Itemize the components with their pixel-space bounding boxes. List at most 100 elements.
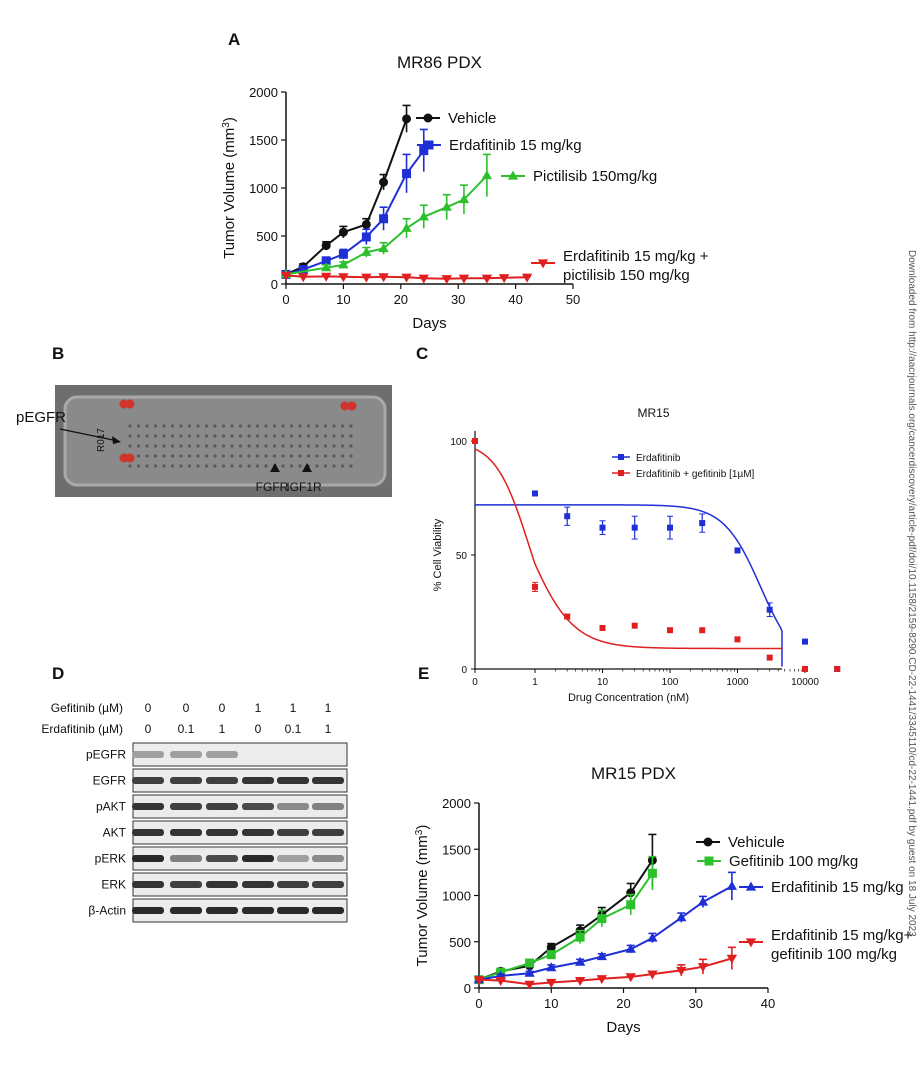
data-point (802, 666, 808, 672)
data-point (599, 524, 606, 531)
blot-band (132, 855, 164, 862)
array-spot (145, 434, 149, 438)
array-spot (145, 444, 149, 448)
band-label: β-Actin (88, 904, 126, 918)
reference-spot (340, 401, 350, 411)
chart-e-tumor-volume-mr15: MR15 PDX 0 500 1000 1500 2000 0 10 20 30 40 Days Tum… (414, 764, 913, 1036)
blot-band (132, 751, 164, 758)
band-label: pAKT (96, 800, 127, 814)
array-spot (255, 434, 260, 438)
blot-band (132, 907, 164, 914)
data-point (524, 967, 535, 977)
series-line (478, 859, 654, 981)
array-spot (221, 464, 226, 468)
array-spot (213, 444, 217, 448)
band-label: pERK (95, 852, 126, 866)
data-point (676, 912, 687, 922)
legend-label-line2: gefitinib 100 mg/kg (771, 946, 897, 963)
data-point (532, 490, 538, 497)
data-point (697, 896, 709, 906)
data-point (697, 963, 709, 973)
data-point (546, 950, 556, 960)
array-spot (289, 424, 294, 428)
array-spot (153, 454, 158, 458)
data-point (280, 271, 292, 281)
array-spot (196, 444, 200, 448)
array-spot (204, 444, 209, 448)
array-spot (323, 424, 328, 428)
array-spot (349, 464, 353, 468)
array-spot (162, 444, 166, 448)
array-spot (238, 444, 243, 448)
blot-band (170, 907, 202, 914)
array-spot (145, 464, 149, 468)
data-point (473, 976, 485, 986)
blot-band (170, 881, 202, 888)
blot-band (277, 829, 309, 836)
array-spot (187, 454, 192, 458)
array-spot (179, 434, 183, 438)
legend-label: Gefitinib 100 mg/kg (729, 853, 858, 870)
legend-label: Erdafitinib 15 mg/kg + (563, 248, 709, 265)
array-spot (204, 424, 209, 428)
data-point (338, 273, 349, 283)
x-tick-label: 20 (616, 996, 630, 1011)
array-spot (349, 424, 353, 428)
data-point (525, 958, 535, 968)
array-spot (221, 454, 226, 458)
treatment-value: 0 (183, 701, 190, 715)
y-tick-label: 0 (461, 665, 467, 676)
array-spot (196, 464, 200, 468)
series-line (478, 872, 654, 981)
chart-title: MR86 PDX (397, 53, 482, 72)
array-spot (332, 434, 336, 438)
data-point (361, 219, 371, 229)
array-spot (230, 434, 234, 438)
data-point (532, 583, 538, 590)
array-spot (272, 454, 277, 458)
data-point (597, 914, 607, 924)
reference-spot (347, 401, 357, 411)
y-axis-label: Tumor Volume (mm3) (414, 825, 432, 967)
array-spot (221, 434, 226, 438)
x-tick-label: 40 (761, 996, 775, 1011)
array-spot (153, 424, 158, 428)
blot-band (206, 751, 238, 758)
array-spot (306, 454, 311, 458)
blot-band (242, 881, 274, 888)
data-point (338, 227, 348, 237)
data-point (726, 954, 738, 964)
array-spot (187, 444, 192, 448)
array-spot (238, 424, 243, 428)
data-point (699, 627, 706, 634)
data-point (458, 194, 470, 204)
data-point (378, 273, 389, 283)
array-spot (213, 434, 217, 438)
legend-marker (537, 259, 549, 269)
legend-label: Erdafitinib + gefitinib [1µM] (636, 469, 755, 480)
data-point (378, 243, 389, 253)
treatment-row-label: Gefitinib (µM) (51, 701, 123, 715)
blot-band (312, 881, 344, 888)
data-point (575, 932, 585, 942)
series-erdafitinib-15-mg-kg (473, 871, 738, 984)
array-spot (170, 464, 175, 468)
array-spot (187, 424, 192, 428)
data-point (481, 274, 493, 284)
data-point (834, 666, 841, 672)
array-spot (247, 454, 251, 458)
spot-marker-icon (302, 463, 312, 472)
blot-band (206, 829, 238, 836)
array-spot (136, 424, 141, 428)
array-spot (323, 444, 328, 448)
treatment-value: 0 (145, 722, 152, 736)
array-spot (238, 454, 243, 458)
array-spot (204, 464, 209, 468)
callout-arrow-head (112, 436, 121, 444)
x-axis-label: Drug Concentration (nM) (568, 692, 689, 704)
array-spot (213, 454, 217, 458)
data-point (599, 624, 606, 631)
array-spot (272, 424, 277, 428)
data-point (458, 274, 470, 284)
